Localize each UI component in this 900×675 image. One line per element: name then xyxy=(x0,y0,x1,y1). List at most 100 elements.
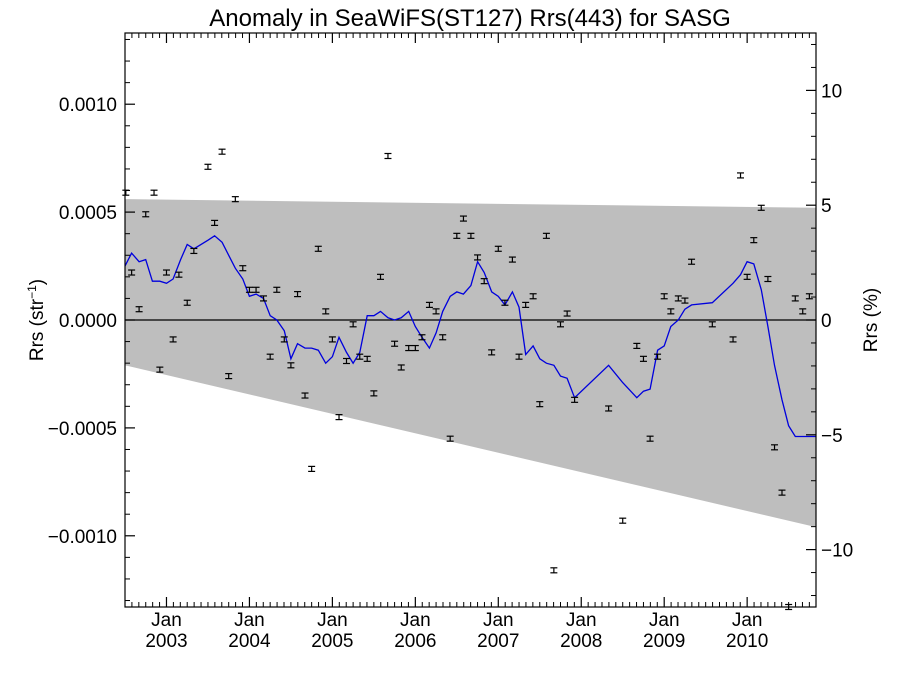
y-axis-label-right: Rrs (%) xyxy=(861,288,882,352)
data-point xyxy=(150,189,158,196)
data-point xyxy=(799,308,807,315)
data-point xyxy=(446,435,454,442)
data-point xyxy=(128,269,136,276)
x-tick-label-month: Jan xyxy=(483,610,514,631)
data-point xyxy=(384,152,392,160)
x-tick-label-month: Jan xyxy=(649,610,680,631)
data-point xyxy=(280,336,288,343)
y-tick-label-right: −5 xyxy=(821,426,843,447)
data-point xyxy=(391,340,399,347)
data-point xyxy=(245,286,253,293)
data-point xyxy=(211,219,219,226)
data-point xyxy=(294,291,302,298)
data-point xyxy=(522,301,530,308)
data-point xyxy=(356,353,364,360)
x-tick-label-month: Jan xyxy=(566,610,597,631)
data-point xyxy=(764,275,772,283)
data-point xyxy=(397,364,405,371)
data-point xyxy=(169,336,177,343)
data-point xyxy=(805,293,813,300)
data-point xyxy=(376,273,384,280)
data-point xyxy=(453,232,461,239)
data-point xyxy=(488,349,496,356)
y-tick-label-left: 0.0010 xyxy=(59,95,117,116)
x-tick-label-month: Jan xyxy=(732,610,763,631)
data-point xyxy=(674,295,682,302)
data-point xyxy=(314,245,322,252)
axis-ticks: 0.0010 0.0005 0.0000 −0.0005 −0.0010 10 5 0 −5 −1… xyxy=(48,33,853,652)
data-point xyxy=(771,444,779,451)
series-line xyxy=(124,234,816,438)
data-point xyxy=(363,355,371,362)
data-point xyxy=(743,273,751,280)
data-point xyxy=(654,353,662,360)
data-point xyxy=(218,148,226,155)
data-point xyxy=(190,247,198,255)
data-point xyxy=(757,204,765,211)
x-tick-label-year: 2009 xyxy=(643,631,685,652)
data-point xyxy=(508,256,516,263)
data-point xyxy=(142,211,150,218)
data-point xyxy=(156,366,164,373)
data-point xyxy=(135,306,143,313)
data-point xyxy=(328,336,336,343)
data-point xyxy=(266,353,274,360)
uncertainty-band xyxy=(125,199,816,528)
x-tick-label-month: Jan xyxy=(317,610,348,631)
y-axis-label-left: Rrs (str−1) xyxy=(25,279,48,361)
x-tick-label-year: 2008 xyxy=(560,631,602,652)
data-point xyxy=(660,293,668,300)
data-point xyxy=(273,286,281,293)
data-point xyxy=(633,342,641,349)
data-point xyxy=(260,295,268,302)
data-point xyxy=(439,334,447,341)
data-point xyxy=(411,344,419,352)
y-tick-label-right: 10 xyxy=(821,81,842,102)
x-tick-label-year: 2007 xyxy=(477,631,519,652)
x-tick-label-year: 2005 xyxy=(311,631,353,652)
data-point xyxy=(474,254,482,261)
data-point xyxy=(308,465,316,472)
running-mean-line xyxy=(124,234,816,438)
y-tick-label-left: 0.0005 xyxy=(59,203,117,224)
data-point xyxy=(432,308,440,315)
data-point xyxy=(494,245,502,252)
data-point xyxy=(501,299,509,306)
data-point xyxy=(550,567,558,574)
data-point xyxy=(542,232,550,239)
data-point xyxy=(175,271,183,278)
x-tick-label-year: 2004 xyxy=(228,631,271,652)
data-point xyxy=(737,172,745,179)
data-point xyxy=(349,321,357,328)
data-point xyxy=(239,265,247,272)
data-point xyxy=(322,308,330,315)
data-point xyxy=(252,286,260,293)
data-point xyxy=(480,278,488,285)
y-tick-label-right: 5 xyxy=(821,196,832,217)
data-point xyxy=(708,321,716,328)
data-point xyxy=(619,517,627,524)
data-point xyxy=(231,196,239,203)
data-point xyxy=(162,269,170,276)
data-point xyxy=(688,258,696,265)
x-tick-label-year: 2010 xyxy=(726,631,768,652)
data-point xyxy=(778,489,786,496)
data-point xyxy=(557,321,565,328)
x-tick-label-month: Jan xyxy=(400,610,431,631)
y-tick-label-left: 0.0000 xyxy=(59,311,117,332)
data-point xyxy=(536,401,544,408)
data-point xyxy=(287,362,295,369)
x-tick-label-month: Jan xyxy=(151,610,182,631)
data-point xyxy=(605,405,613,412)
data-point xyxy=(750,237,758,244)
data-point xyxy=(183,299,191,306)
data-point xyxy=(729,336,737,343)
data-point xyxy=(667,308,675,315)
data-point xyxy=(425,301,433,308)
data-point xyxy=(204,163,212,170)
data-point xyxy=(646,435,654,442)
data-point xyxy=(515,353,523,360)
chart-title: Anomaly in SeaWiFS(ST127) Rrs(443) for S… xyxy=(209,5,731,32)
data-point xyxy=(405,344,413,352)
